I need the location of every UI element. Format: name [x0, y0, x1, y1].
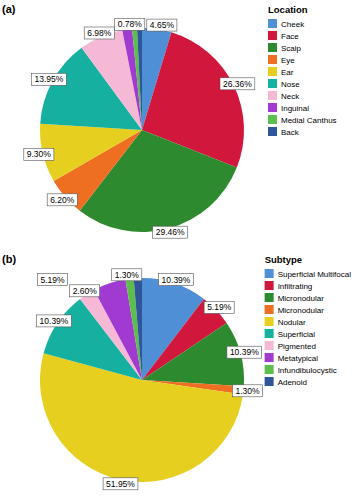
pie-slice: [122, 28, 142, 130]
legend-label: Scalp: [281, 44, 302, 53]
pie-slice: [125, 278, 142, 380]
data-label-box: [84, 27, 114, 39]
legend-label: Micronodular: [278, 294, 325, 303]
panel-title: (b): [2, 253, 16, 265]
data-label-box: [147, 19, 177, 31]
figure: (a) 4.65% 26.36% 29.46% 6.20% 9.30% 13.95% 6.98…: [0, 0, 354, 500]
data-label-box: [153, 226, 188, 238]
data-label: 10.39%: [162, 275, 191, 285]
data-label-box: [115, 18, 145, 30]
legend-swatch: [265, 365, 274, 374]
legend-label: Pigmented: [278, 342, 316, 351]
legend-swatch: [268, 55, 277, 64]
legend-label: Eye: [281, 56, 295, 65]
data-labels: 4.65% 26.36% 29.46% 6.20% 9.30% 13.95% 6.98% 0.…: [24, 18, 255, 238]
data-label: 26.36%: [223, 79, 252, 89]
data-label: 10.39%: [230, 347, 259, 357]
legend-swatch: [268, 43, 277, 52]
legend-swatch: [265, 281, 274, 290]
legend-swatch: [265, 329, 274, 338]
legend-label: Infundibulocystic: [278, 366, 337, 375]
legend-label: Ear: [281, 68, 294, 77]
slices: [40, 28, 244, 232]
legend-label: Superficial Multifocal: [278, 270, 352, 279]
data-label-box: [227, 346, 262, 358]
legend-swatch: [265, 317, 274, 326]
legend-swatch: [268, 79, 277, 88]
data-label-box: [47, 194, 77, 206]
data-label-box: [38, 274, 68, 286]
pie-panel: (b) 10.39% 5.19% 10.39% 1.30% 51.95% 10.39% 2.6…: [2, 253, 351, 490]
legend-label: Nose: [281, 80, 300, 89]
pie-slice: [40, 124, 142, 181]
legend-label: Inguinal: [281, 104, 309, 113]
pie-slice: [132, 28, 142, 130]
data-label: 10.39%: [40, 316, 69, 326]
legend-label: Superficial: [278, 330, 316, 339]
legend: Cheek Face Scalp Eye Ear Nose Neck Inguinal Medi…: [268, 4, 337, 137]
data-label-box: [159, 274, 194, 286]
legend-label: Adenoid: [278, 378, 307, 387]
data-label-box: [37, 315, 72, 327]
legend-swatch: [265, 293, 274, 302]
legend-swatch: [265, 341, 274, 350]
panel-title: (a): [2, 3, 16, 15]
data-label: 1.30%: [115, 270, 140, 280]
data-label: 0.78%: [118, 19, 143, 29]
data-label: 6.98%: [87, 28, 112, 38]
pie-slice: [134, 278, 142, 380]
legend-swatch: [268, 67, 277, 76]
legend-swatch: [268, 19, 277, 28]
data-label-box: [32, 73, 67, 85]
figure-svg: (a) 4.65% 26.36% 29.46% 6.20% 9.30% 13.95% 6.98…: [0, 0, 354, 500]
legend-label: Micronodular: [278, 306, 325, 315]
data-label: 5.19%: [207, 302, 232, 312]
legend-swatch: [265, 377, 274, 386]
data-labels: 10.39% 5.19% 10.39% 1.30% 51.95% 10.39% 2.60% 5…: [37, 269, 263, 490]
data-label: 4.65%: [150, 20, 175, 30]
legend-label: Back: [281, 128, 300, 137]
data-label: 51.95%: [106, 479, 135, 489]
legend-swatch: [265, 305, 274, 314]
data-label: 9.30%: [27, 149, 52, 159]
legend-swatch: [265, 353, 274, 362]
data-label-box: [112, 269, 142, 281]
legend-swatch: [268, 115, 277, 124]
data-label-box: [70, 285, 100, 297]
data-label-box: [232, 385, 262, 397]
data-label: 1.30%: [235, 386, 260, 396]
legend-title: Subtype: [265, 254, 302, 265]
legend-swatch: [268, 31, 277, 40]
data-label-box: [204, 301, 234, 313]
legend-label: Nodular: [278, 318, 306, 327]
legend-title: Location: [268, 4, 308, 15]
legend-swatch: [268, 91, 277, 100]
slices: [40, 278, 244, 482]
data-label-box: [220, 78, 255, 90]
data-label-box: [24, 148, 54, 160]
pie-panel: (a) 4.65% 26.36% 29.46% 6.20% 9.30% 13.95% 6.98…: [2, 3, 337, 238]
data-label: 5.19%: [41, 275, 66, 285]
data-label: 2.60%: [73, 286, 98, 296]
legend: Superficial Multifocal Infiltrating Micron…: [265, 254, 352, 387]
legend-label: Metatypical: [278, 354, 319, 363]
legend-label: Face: [281, 32, 299, 41]
data-label: 6.20%: [50, 195, 75, 205]
legend-label: Medial Canthus: [281, 116, 337, 125]
legend-label: Cheek: [281, 20, 305, 29]
legend-label: Neck: [281, 92, 300, 101]
data-label-box: [103, 478, 138, 490]
data-label: 13.95%: [34, 74, 63, 84]
legend-label: Infiltrating: [278, 282, 313, 291]
data-label: 29.46%: [156, 227, 185, 237]
legend-swatch: [265, 269, 274, 278]
pie-slice: [137, 28, 142, 130]
legend-swatch: [268, 103, 277, 112]
legend-swatch: [268, 127, 277, 136]
